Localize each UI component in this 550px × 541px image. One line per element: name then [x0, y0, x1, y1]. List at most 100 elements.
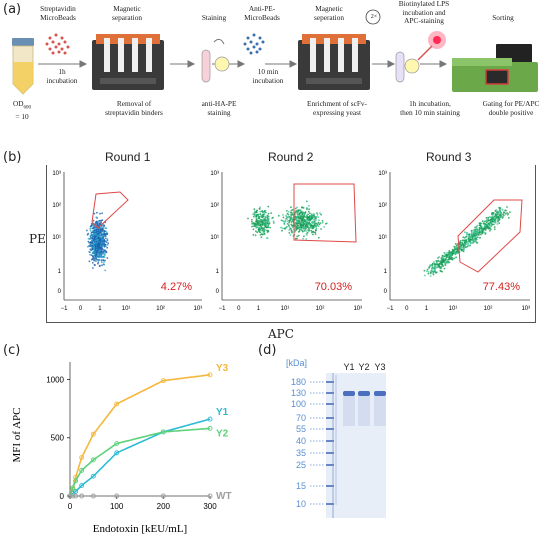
flow-event: [100, 232, 103, 235]
flow-event: [487, 222, 490, 225]
ladder-band: [326, 417, 334, 419]
flow-x-tick: 1: [257, 306, 261, 312]
data-point-wt: [70, 493, 76, 499]
flow-event: [459, 244, 462, 247]
flow-event: [296, 221, 298, 224]
flow-event: [441, 254, 444, 257]
flow-event: [253, 215, 255, 218]
flow-event: [99, 240, 102, 243]
flow-event: [251, 218, 253, 221]
flow-event: [476, 224, 479, 227]
data-point-y2: [79, 467, 85, 473]
flow-event: [95, 237, 97, 240]
flow-event: [476, 230, 479, 233]
flow-event: [98, 238, 101, 241]
flow-event: [493, 223, 495, 226]
flow-event: [98, 242, 100, 245]
flow-event: [309, 212, 311, 215]
flow-event: [285, 225, 288, 228]
flow-event: [470, 238, 473, 241]
flow-event: [261, 221, 264, 224]
step-lps-label: Biotinylated LPS incubation and APC-stai…: [398, 0, 450, 25]
flow-event: [106, 243, 109, 246]
flow-event: [95, 228, 98, 231]
flow-event: [305, 215, 307, 218]
flow-event: [427, 272, 430, 275]
flow-event: [266, 215, 268, 218]
flow-event: [86, 229, 88, 232]
flow-event: [101, 212, 103, 215]
flow-event: [264, 211, 267, 214]
flow-event: [462, 236, 465, 239]
flow-event: [317, 221, 320, 224]
flow-x-tick: 1: [425, 306, 429, 312]
flow-event: [290, 228, 293, 230]
series-label-y1: Y1: [216, 407, 229, 418]
round-2-title: Round 2: [268, 150, 314, 164]
flow-event: [92, 267, 94, 269]
flow-event: [313, 223, 316, 226]
flow-event: [89, 227, 92, 230]
flow-y-tick: 0: [58, 289, 62, 295]
flow-event: [101, 219, 104, 222]
flow-event: [435, 271, 438, 274]
flow-event: [436, 261, 438, 263]
flow-event: [298, 217, 301, 220]
flow-event: [251, 225, 253, 228]
flow-event: [441, 270, 444, 273]
flow-event: [320, 228, 322, 230]
flow-event: [264, 224, 267, 227]
flow-event: [456, 248, 459, 251]
flow-event: [90, 244, 93, 247]
flow-event: [104, 252, 106, 255]
flow-event: [314, 216, 316, 218]
data-point-y1: [114, 450, 120, 456]
flow-event: [477, 231, 479, 234]
ladder-band: [326, 485, 334, 487]
repeat-label: 2×: [370, 14, 378, 20]
flow-event: [254, 223, 256, 225]
flow-event: [294, 207, 297, 210]
flow-event: [257, 224, 260, 226]
flow-event: [313, 226, 315, 228]
flow-event: [478, 236, 480, 239]
flow-event: [96, 211, 98, 214]
flow-event: [311, 224, 314, 227]
flow-event: [476, 228, 478, 231]
flow-event: [302, 206, 305, 209]
flow-event: [288, 215, 291, 218]
flow-event: [254, 225, 257, 228]
flow-event: [92, 231, 94, 234]
flow-event: [272, 222, 275, 224]
chart-y-tick: 1000: [46, 375, 64, 384]
flow-event: [503, 211, 506, 214]
flow-event: [104, 245, 107, 248]
flow-event: [100, 229, 102, 232]
flow-event: [318, 223, 321, 226]
flow-event: [281, 229, 283, 232]
flow-y-tick: 10³: [210, 171, 219, 177]
flow-event: [96, 238, 99, 241]
flow-event: [478, 226, 481, 229]
flow-event: [441, 259, 444, 261]
step-magnetic-label: Magnetic separation: [112, 4, 142, 22]
step-streptavidin-label: Streptavidin MicroBeads: [40, 4, 76, 22]
flow-event: [263, 210, 266, 212]
flow-event: [259, 228, 262, 231]
flow-event: [479, 231, 481, 234]
flow-event: [320, 213, 322, 216]
flow-event: [285, 210, 288, 212]
data-point-y2: [207, 425, 213, 431]
flow-event: [306, 221, 309, 224]
flow-event: [447, 252, 450, 255]
flow-event: [97, 248, 100, 251]
flow-event: [103, 239, 106, 242]
flow-event: [454, 246, 457, 248]
flow-event: [486, 218, 488, 221]
flow-event: [317, 225, 320, 228]
flow-event: [308, 208, 310, 211]
flow-event: [310, 229, 313, 232]
streptavidin-beads-icon: [45, 33, 70, 55]
flow-event: [300, 226, 303, 229]
flow-event: [256, 223, 258, 226]
